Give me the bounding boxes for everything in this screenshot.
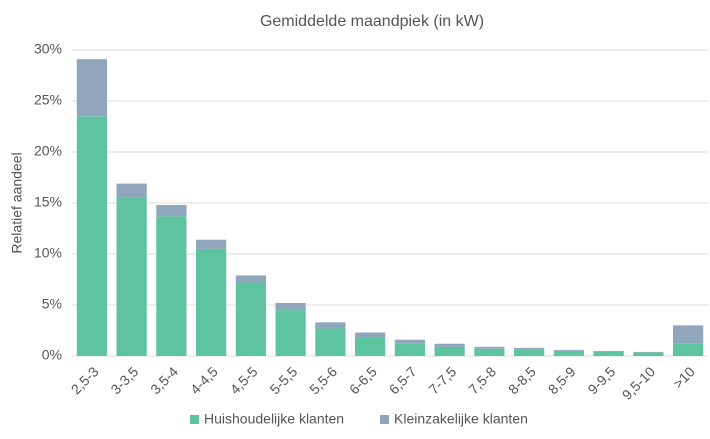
legend-swatch — [380, 415, 389, 424]
bar-segment — [156, 216, 187, 356]
bar-segment — [116, 197, 147, 356]
bar-segment — [275, 302, 306, 311]
y-tick-label: 25% — [34, 92, 62, 108]
x-tick-label: 7-7,5 — [425, 363, 459, 397]
x-tick-label: 9-9,5 — [584, 363, 618, 397]
bar-segment — [394, 339, 425, 344]
bar-segment — [474, 348, 505, 356]
bar-segment — [355, 332, 386, 338]
x-tick-label: 4,5-5 — [227, 363, 261, 397]
x-tick-label: 4-4,5 — [187, 363, 221, 397]
y-tick-label: 20% — [34, 143, 62, 159]
legend-label: Kleinzakelijke klanten — [394, 411, 528, 427]
bar-segment — [474, 346, 505, 349]
bar-segment — [633, 352, 664, 356]
bar-segment — [673, 343, 704, 356]
bar-segment — [553, 350, 584, 356]
y-tick-label: 0% — [42, 347, 62, 363]
legend-swatch — [190, 415, 199, 424]
x-tick-label: 6,5-7 — [386, 363, 420, 397]
bar-segment — [275, 310, 306, 356]
y-tick-label: 5% — [42, 296, 62, 312]
bar-segment — [593, 350, 624, 352]
x-tick-label: 8-8,5 — [505, 363, 539, 397]
x-tick-label: 5-5,5 — [266, 363, 300, 397]
bar-segment — [553, 349, 584, 351]
bar-segment — [394, 343, 425, 356]
bar-segment — [235, 282, 266, 356]
y-axis-label: Relatief aandeel — [9, 152, 25, 253]
chart-title: Gemiddelde maandpiek (in kW) — [260, 13, 484, 30]
bar-segment — [156, 205, 187, 217]
x-tick-label: 2,5-3 — [68, 363, 102, 397]
bar-segment — [196, 248, 227, 356]
x-tick-label: 9,5-10 — [619, 363, 659, 403]
bar-segment — [593, 351, 624, 356]
x-tick-label: 8,5-9 — [545, 363, 579, 397]
bar-segment — [633, 351, 664, 353]
y-tick-label: 30% — [34, 41, 62, 57]
x-tick-label: >10 — [670, 363, 698, 391]
x-tick-label: 5,5-6 — [306, 363, 340, 397]
x-tick-label: 6-6,5 — [346, 363, 380, 397]
bar-segment — [235, 275, 266, 283]
bar-segment — [116, 183, 147, 198]
y-tick-label: 15% — [34, 194, 62, 210]
bar-segment — [315, 328, 346, 356]
x-tick-label: 3,5-4 — [147, 363, 181, 397]
bar-segment — [76, 116, 107, 356]
bar-segment — [196, 239, 227, 249]
bar-segment — [76, 59, 107, 117]
y-tick-label: 10% — [34, 245, 62, 261]
x-tick-label: 3-3,5 — [107, 363, 141, 397]
bar-segment — [673, 325, 704, 344]
bar-segment — [315, 322, 346, 329]
bar-segment — [434, 346, 465, 356]
bar-segment — [355, 337, 386, 356]
legend-label: Huishoudelijke klanten — [204, 411, 344, 427]
bar-segment — [514, 349, 545, 356]
bar-segment — [434, 343, 465, 347]
bar-segment — [514, 347, 545, 350]
x-tick-label: 7,5-8 — [465, 363, 499, 397]
